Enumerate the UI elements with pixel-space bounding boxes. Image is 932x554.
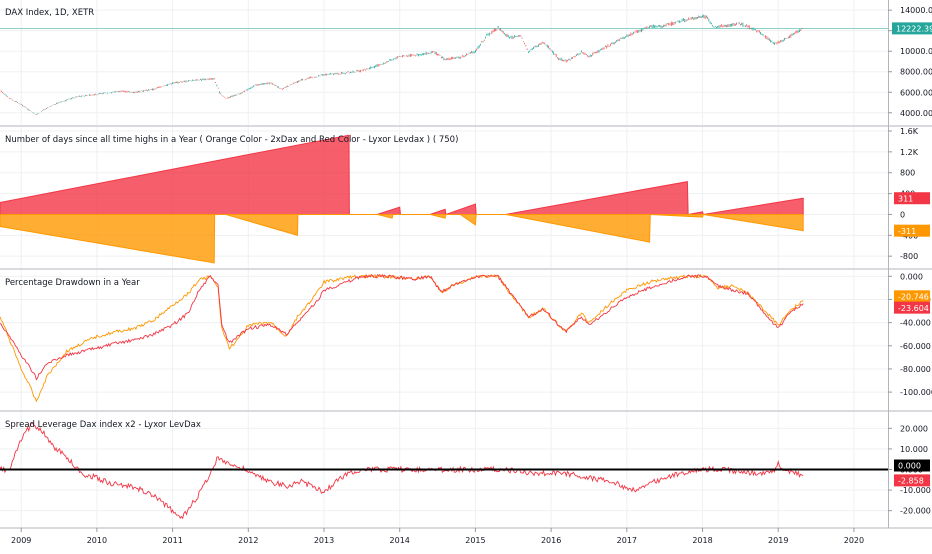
- x-tick-label-2009: 2009: [11, 536, 31, 545]
- y-tick-label-pane3-3: -60.000: [900, 342, 931, 351]
- y-tick-label-pane2-6: -800: [900, 252, 918, 261]
- last-price-tag-bg: [892, 22, 932, 35]
- y-tick-label-pane1-0: 14000.00: [900, 6, 932, 15]
- y-tick-label-pane3-2: -40.000: [900, 319, 931, 328]
- y-tick-label-pane4-0: 20.000: [900, 424, 928, 433]
- spread-zero-tag: 0.000: [898, 462, 921, 471]
- last-price-tag: 12222.39: [896, 25, 932, 34]
- x-tick-label-2017: 2017: [617, 536, 637, 545]
- x-tick-label-2011: 2011: [162, 536, 182, 545]
- y-tick-label-pane2-1: 1.2K: [900, 148, 919, 157]
- pane-title-2: Number of days since all time highs in a…: [5, 135, 458, 145]
- x-tick-label-2012: 2012: [238, 536, 258, 545]
- y-tick-label-pane2-0: 1.6K: [900, 127, 919, 136]
- x-tick-label-2014: 2014: [390, 536, 410, 545]
- days-last-value-1: 311: [898, 194, 913, 203]
- drawdown-last-value-1: -20.746: [898, 293, 929, 302]
- drawdown-last-value-1-bg: [894, 290, 930, 303]
- y-tick-label-pane1-3: 8000.00: [900, 68, 932, 77]
- y-tick-label-pane3-5: -100.000: [900, 388, 932, 397]
- x-tick-label-2016: 2016: [541, 536, 561, 545]
- x-tick-label-2015: 2015: [465, 536, 485, 545]
- y-tick-label-pane4-1: 10.000: [900, 445, 928, 454]
- x-tick-label-2019: 2019: [768, 536, 788, 545]
- y-tick-label-pane4-4: -20.000: [900, 507, 931, 516]
- y-tick-label-pane4-3: -10.000: [900, 486, 931, 495]
- days-last-value-1-bg: [894, 192, 930, 205]
- x-tick-label-2013: 2013: [314, 536, 334, 545]
- x-tick-label-2020: 2020: [844, 536, 864, 545]
- days-last-value-2-bg: [894, 224, 930, 237]
- pane-title-4: Spread Leverage Dax index x2 - Lyxor Lev…: [5, 420, 201, 430]
- spread-last-value-bg: [894, 474, 930, 487]
- y-tick-label-pane3-4: -80.000: [900, 365, 931, 374]
- spread-line: [0, 422, 804, 520]
- y-tick-label-pane1-5: 4000.00: [900, 109, 932, 118]
- y-tick-label-pane2-4: 0: [900, 210, 905, 219]
- y-tick-label-pane3-0: 0.000: [900, 272, 923, 281]
- y-tick-label-pane2-2: 800: [900, 169, 915, 178]
- days-area-series-2: [0, 213, 804, 264]
- drawdown-last-value-2-bg: [894, 301, 930, 314]
- pane-title-1: DAX Index, 1D, XETR: [5, 8, 94, 18]
- drawdown-line-2: [0, 273, 804, 381]
- y-tick-label-pane1-2: 10000.00: [900, 47, 932, 56]
- pane-title-3: Percentage Drawdown in a Year: [5, 278, 140, 288]
- candles-group: [0, 14, 803, 115]
- drawdown-last-value-2: -23.604: [898, 304, 929, 313]
- days-last-value-2: -311: [898, 227, 916, 236]
- x-tick-label-2010: 2010: [87, 536, 107, 545]
- spread-zero-tag-bg: [894, 459, 930, 472]
- spread-last-value: -2.858: [898, 477, 924, 486]
- x-tick-label-2018: 2018: [692, 536, 712, 545]
- y-tick-label-pane1-4: 6000.00: [900, 88, 932, 97]
